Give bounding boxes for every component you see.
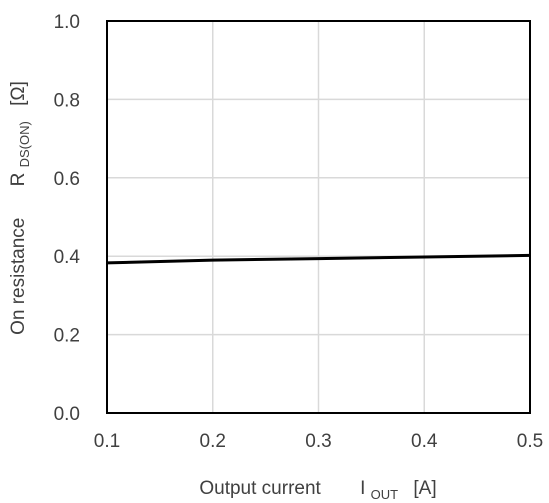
y-axis-label-subscript: DS(ON) [17, 121, 32, 167]
x-axis-label: Output current I OUT [A] [199, 478, 436, 503]
y-axis-label-unit: [Ω] [8, 81, 29, 106]
y-tick-label: 0.6 [54, 169, 80, 190]
x-tick-label: 0.2 [200, 431, 226, 452]
y-axis-label: On resistance R DS(ON) [Ω] [8, 81, 34, 335]
y-tick-labels: 0.0 0.2 0.4 0.6 0.8 1.0 [54, 12, 81, 425]
y-axis-label-symbol: R [8, 173, 29, 187]
x-axis-label-symbol: I [360, 478, 365, 499]
y-tick-label: 0.0 [54, 404, 80, 425]
x-tick-label: 0.3 [305, 431, 331, 452]
x-axis-label-unit: [A] [413, 478, 436, 499]
x-tick-labels: 0.1 0.2 0.3 0.4 0.5 [94, 431, 543, 452]
x-tick-label: 0.4 [411, 431, 438, 452]
series-line [106, 253, 531, 265]
y-tick-label: 1.0 [54, 12, 80, 33]
y-tick-label: 0.2 [54, 326, 80, 347]
grid [106, 20, 531, 414]
plot-frame [106, 20, 531, 414]
y-axis-label-main: On resistance [8, 218, 29, 335]
series-group [106, 253, 531, 265]
x-tick-label: 0.1 [94, 431, 120, 452]
x-tick-label: 0.5 [517, 431, 543, 452]
y-tick-label: 0.8 [54, 90, 80, 111]
y-tick-label: 0.4 [54, 247, 81, 268]
x-axis-label-main: Output current [199, 478, 321, 499]
x-axis-label-subscript: OUT [371, 487, 399, 502]
